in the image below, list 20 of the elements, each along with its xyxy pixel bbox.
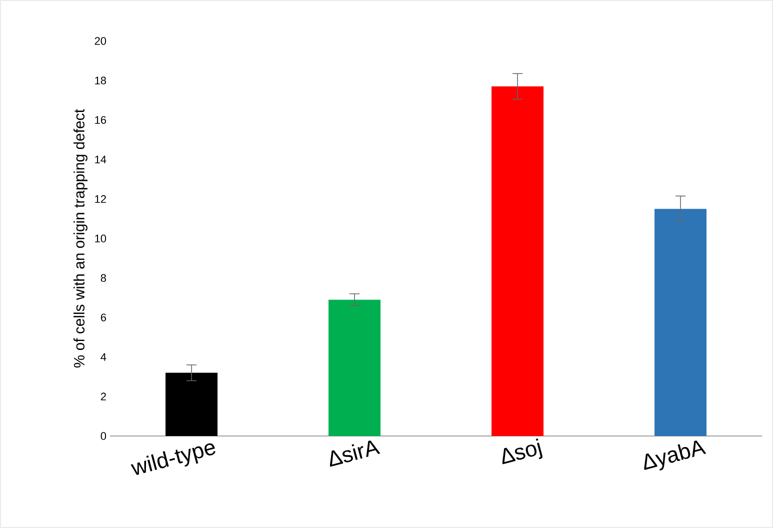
bar [166,372,218,436]
y-tick-label: 16 [95,116,106,124]
x-tick-label: wild-type [130,443,216,475]
y-axis-title: % of cells with an origin trapping defect [74,109,88,368]
y-tick-label: 10 [95,234,106,242]
bar [328,300,381,436]
x-tick-label: Δsoj [502,438,542,464]
y-tick-label: 0 [100,432,106,440]
y-tick-label: 12 [95,195,106,203]
y-tick-label: 8 [100,274,106,282]
y-tick-label: 14 [95,156,106,164]
y-tick-label: 18 [95,76,106,84]
bar [492,86,544,436]
y-tick-label: 4 [100,353,106,361]
y-tick-label: 20 [94,37,106,45]
y-tick-label: 2 [100,392,106,400]
y-tick-label: 6 [100,314,106,322]
x-tick-label: ΔsirA [330,440,380,467]
bar [654,208,707,436]
x-tick-label: ΔyabA [644,440,706,470]
